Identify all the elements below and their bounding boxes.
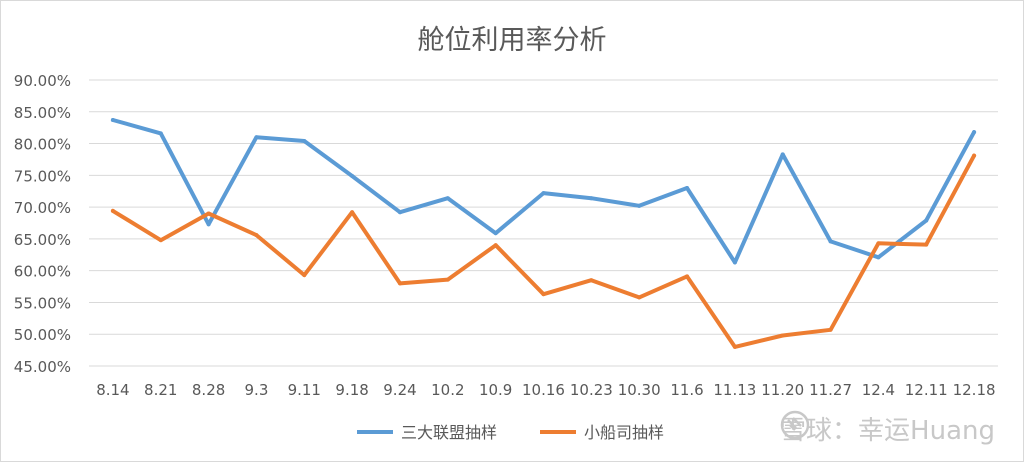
x-tick-label: 8.14 bbox=[96, 381, 129, 399]
data-point bbox=[493, 231, 498, 236]
legend: 三大联盟抽样 小船司抽样 bbox=[357, 423, 664, 442]
x-tick-label: 11.27 bbox=[809, 381, 852, 399]
x-tick-label: 10.30 bbox=[618, 381, 661, 399]
watermark-text: 雪球：幸运Huang bbox=[780, 416, 995, 446]
data-point bbox=[972, 153, 977, 158]
gridlines bbox=[89, 79, 998, 367]
legend-label: 三大联盟抽样 bbox=[401, 423, 497, 442]
y-tick-label: 60.00% bbox=[14, 263, 71, 281]
data-point bbox=[254, 233, 259, 238]
y-tick-label: 85.00% bbox=[14, 104, 71, 122]
x-axis-tick-labels: 8.14 8.21 8.28 9.3 9.11 9.18 9.24 10.2 10.9 10.16… bbox=[96, 381, 995, 399]
watermark: 雪球：幸运Huang bbox=[780, 410, 995, 447]
data-point bbox=[637, 295, 642, 300]
y-tick-label: 80.00% bbox=[14, 136, 71, 154]
data-point bbox=[254, 135, 259, 140]
x-tick-label: 11.20 bbox=[761, 381, 804, 399]
x-tick-label: 11.13 bbox=[713, 381, 756, 399]
data-point bbox=[158, 238, 163, 243]
data-point bbox=[350, 210, 355, 215]
y-tick-label: 65.00% bbox=[14, 231, 71, 249]
series-lines bbox=[110, 118, 977, 349]
x-tick-label: 8.21 bbox=[144, 381, 177, 399]
data-point bbox=[924, 242, 929, 247]
data-point bbox=[541, 191, 546, 196]
x-tick-label: 11.6 bbox=[670, 381, 703, 399]
data-point bbox=[732, 344, 737, 349]
y-tick-label: 70.00% bbox=[14, 199, 71, 217]
x-tick-label: 10.16 bbox=[522, 381, 565, 399]
data-point bbox=[110, 118, 115, 123]
data-point bbox=[397, 281, 402, 286]
data-point bbox=[637, 203, 642, 208]
data-point bbox=[302, 273, 307, 278]
data-point bbox=[924, 218, 929, 223]
data-point bbox=[876, 241, 881, 246]
chart-title: 舱位利用率分析 bbox=[418, 25, 607, 56]
data-point bbox=[732, 260, 737, 265]
y-tick-label: 50.00% bbox=[14, 326, 71, 344]
x-tick-label: 12.18 bbox=[953, 381, 996, 399]
x-tick-label: 10.23 bbox=[570, 381, 613, 399]
data-point bbox=[397, 210, 402, 215]
data-point bbox=[206, 211, 211, 216]
y-axis-tick-labels: 45.00% 50.00% 55.00% 60.00% 65.00% 70.00% 75.0… bbox=[14, 72, 71, 376]
data-point bbox=[445, 277, 450, 282]
x-tick-label: 10.2 bbox=[431, 381, 464, 399]
x-tick-label: 12.4 bbox=[862, 381, 895, 399]
data-point bbox=[158, 131, 163, 136]
data-point bbox=[972, 130, 977, 135]
data-point bbox=[685, 274, 690, 279]
data-point bbox=[589, 196, 594, 201]
data-point bbox=[780, 152, 785, 157]
y-tick-label: 90.00% bbox=[14, 72, 71, 90]
data-point bbox=[876, 255, 881, 260]
data-point bbox=[493, 243, 498, 248]
legend-label: 小船司抽样 bbox=[584, 423, 664, 442]
data-point bbox=[541, 292, 546, 297]
x-tick-label: 12.11 bbox=[905, 381, 948, 399]
data-point bbox=[445, 196, 450, 201]
data-point bbox=[828, 327, 833, 332]
x-tick-label: 10.9 bbox=[479, 381, 512, 399]
data-point bbox=[350, 173, 355, 178]
y-tick-label: 55.00% bbox=[14, 294, 71, 312]
data-point bbox=[780, 333, 785, 338]
x-tick-label: 9.11 bbox=[288, 381, 321, 399]
data-point bbox=[206, 222, 211, 227]
x-tick-label: 9.24 bbox=[383, 381, 416, 399]
data-point bbox=[685, 186, 690, 191]
x-tick-label: 8.28 bbox=[192, 381, 225, 399]
series-line-2 bbox=[110, 153, 977, 349]
data-point bbox=[828, 239, 833, 244]
x-tick-label: 9.18 bbox=[335, 381, 368, 399]
snowball-logo-icon bbox=[780, 410, 810, 440]
x-tick-label: 9.3 bbox=[245, 381, 269, 399]
data-point bbox=[302, 139, 307, 144]
y-tick-label: 45.00% bbox=[14, 358, 71, 376]
data-point bbox=[589, 278, 594, 283]
y-tick-label: 75.00% bbox=[14, 167, 71, 185]
data-point bbox=[110, 208, 115, 213]
